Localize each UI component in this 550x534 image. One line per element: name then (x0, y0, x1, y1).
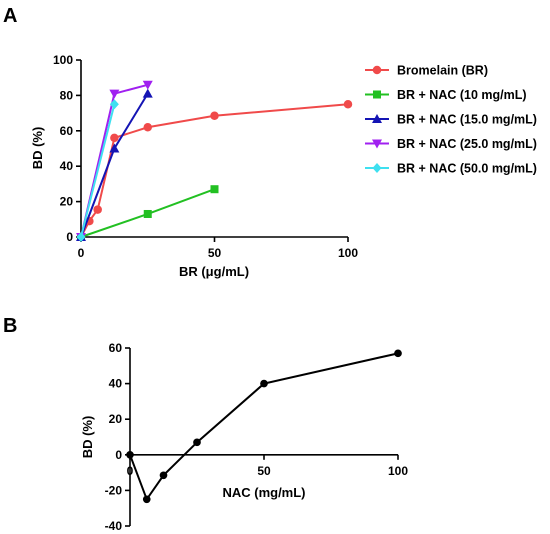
panel-a-legend: Bromelain (BR) BR + NAC (10 mg/mL) BR + NA… (365, 64, 537, 176)
legend-label: BR + NAC (10 mg/mL) (397, 88, 527, 102)
x-tick-label: 50 (257, 464, 271, 478)
y-tick-label: 0 (66, 230, 73, 244)
data-point (159, 471, 168, 480)
data-point (142, 88, 153, 98)
y-tick-label: 20 (60, 195, 74, 209)
x-tick-label: 0 (127, 464, 134, 478)
legend-label: BR + NAC (50.0 mg/mL) (397, 162, 537, 176)
data-point (110, 133, 119, 143)
data-point (210, 185, 219, 194)
y-tick-label: -20 (105, 483, 123, 497)
series-line (129, 352, 399, 502)
legend-marker (373, 90, 381, 99)
data-point (109, 99, 119, 110)
y-tick-label: 60 (60, 124, 74, 138)
data-point (76, 232, 86, 242)
y-axis-title: BD (%) (80, 416, 95, 459)
panel-a-label: A (3, 5, 17, 27)
legend-label: BR + NAC (25.0 mg/mL) (397, 137, 537, 151)
x-tick-label: 0 (78, 246, 85, 260)
data-point (126, 450, 134, 459)
y-tick-label: 60 (109, 341, 123, 355)
series-5 (76, 99, 119, 242)
data-point (210, 111, 219, 121)
y-tick-label: 20 (109, 412, 123, 426)
data-point (260, 379, 268, 388)
data-point (343, 100, 353, 109)
series-line (80, 104, 116, 238)
data-point (143, 209, 152, 218)
y-tick-label: 0 (115, 448, 122, 462)
y-tick-label: 100 (53, 53, 73, 67)
legend-label: BR + NAC (15.0 mg/mL) (397, 113, 537, 127)
legend-item: BR + NAC (25.0 mg/mL) (365, 137, 537, 151)
x-axis-title: NAC (mg/mL) (222, 485, 305, 500)
y-axis-title: BD (%) (30, 127, 45, 170)
legend-marker (372, 65, 382, 75)
legend-marker (372, 163, 382, 173)
data-point (109, 143, 120, 153)
y-tick-label: 40 (60, 159, 74, 173)
data-point (93, 205, 102, 214)
x-tick-label: 100 (338, 246, 358, 260)
legend-item: BR + NAC (10 mg/mL) (365, 88, 527, 102)
y-tick-label: 80 (60, 88, 74, 102)
legend-marker (372, 114, 382, 123)
panel-b-label: B (3, 315, 17, 337)
series-1 (76, 100, 353, 242)
series-1 (126, 349, 402, 504)
panel-a-chart: 0 20 40 60 80 100 0 50 100 BR (μg/mL) BD (%) (30, 53, 358, 279)
x-tick-label: 50 (208, 246, 222, 260)
data-point (193, 438, 201, 447)
x-tick-label: 100 (388, 464, 408, 478)
legend-label: Bromelain (BR) (397, 64, 488, 78)
data-point (394, 349, 402, 358)
data-point (143, 123, 152, 132)
x-axis-title: BR (μg/mL) (179, 264, 249, 279)
legend-item: BR + NAC (15.0 mg/mL) (365, 113, 537, 127)
y-tick-label: 40 (109, 377, 123, 391)
legend-marker (372, 139, 382, 149)
series-line (80, 103, 349, 238)
legend-item: Bromelain (BR) (365, 64, 488, 78)
data-point (109, 89, 120, 99)
series-line (80, 93, 149, 238)
data-point (142, 495, 151, 504)
panel-b-chart: -40 -20 0 20 40 60 0 50 100 NAC (mg/mL) BD (%) (80, 341, 408, 533)
y-tick-label: -40 (105, 519, 123, 533)
data-point (142, 80, 153, 90)
legend-item: BR + NAC (50.0 mg/mL) (365, 162, 537, 176)
series-3 (76, 88, 153, 241)
